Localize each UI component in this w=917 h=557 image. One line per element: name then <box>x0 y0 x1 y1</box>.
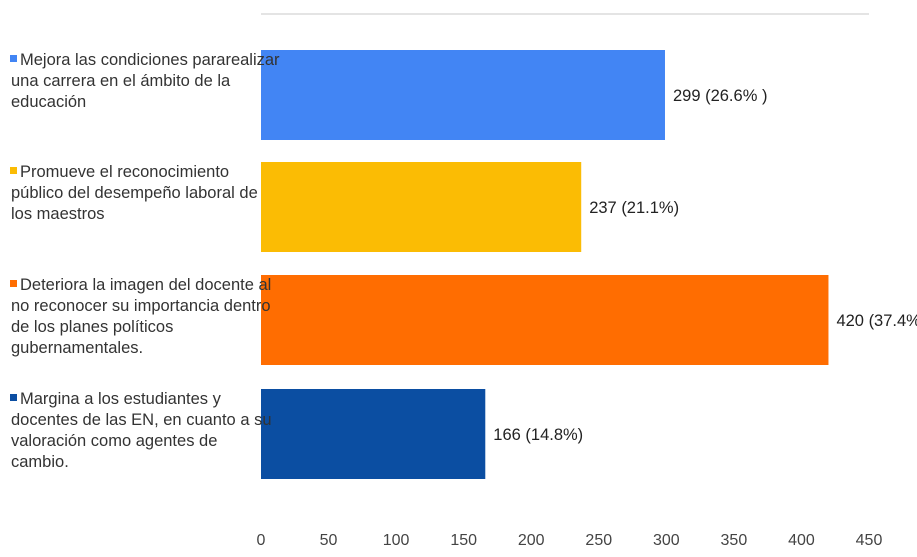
category-marker-2 <box>10 167 17 174</box>
x-tick-label-400: 400 <box>788 532 815 549</box>
x-tick-label-250: 250 <box>585 532 612 549</box>
x-tick-label-350: 350 <box>721 532 748 549</box>
category-label-line: Margina a los estudiantes y <box>20 390 222 408</box>
category-label-line: los maestros <box>11 205 105 223</box>
x-tick-label-450: 450 <box>856 532 883 549</box>
bar-3 <box>261 275 829 365</box>
x-tick-label-0: 0 <box>257 532 266 549</box>
category-label-4: Margina a los estudiantes y docentes de l… <box>11 390 272 471</box>
data-label-4: 166 (14.8%) <box>493 426 583 444</box>
category-label-2: Promueve el reconocimiento público del de… <box>11 163 258 223</box>
category-label-line: no reconocer su importancia dentro <box>11 297 271 315</box>
x-tick-label-100: 100 <box>383 532 410 549</box>
data-label-2: 237 (21.1%) <box>589 199 679 217</box>
x-tick-label-300: 300 <box>653 532 680 549</box>
category-marker-1 <box>10 55 17 62</box>
category-label-line: cambio. <box>11 453 69 471</box>
data-label-1: 299 (26.6% ) <box>673 87 767 105</box>
category-label-1: Mejora las condiciones pararealizar una c… <box>11 51 280 111</box>
category-label-line: Promueve el reconocimiento <box>20 163 229 181</box>
x-tick-label-150: 150 <box>450 532 477 549</box>
bar-1 <box>261 50 665 140</box>
category-label-3: Deteriora la imagen del docente al no rec… <box>11 276 271 357</box>
category-marker-4 <box>10 394 17 401</box>
category-label-line: Deteriora la imagen del docente al <box>20 276 271 294</box>
category-label-line: educación <box>11 93 86 111</box>
x-tick-label-200: 200 <box>518 532 545 549</box>
category-label-line: de los planes políticos <box>11 318 173 336</box>
data-label-3: 420 (37.4%) <box>836 312 917 330</box>
x-tick-label-50: 50 <box>320 532 338 549</box>
category-label-line: una carrera en el ámbito de la <box>11 72 231 90</box>
bar-2 <box>261 162 582 252</box>
category-label-line: gubernamentales. <box>11 339 143 357</box>
category-label-line: público del desempeño laboral de <box>11 184 258 202</box>
category-label-line: docentes de las EN, en cuanto a su <box>11 411 272 429</box>
bar-4 <box>261 389 486 479</box>
category-label-line: Mejora las condiciones pararealizar <box>20 51 280 69</box>
category-marker-3 <box>10 280 17 287</box>
category-label-line: valoración como agentes de <box>11 432 217 450</box>
